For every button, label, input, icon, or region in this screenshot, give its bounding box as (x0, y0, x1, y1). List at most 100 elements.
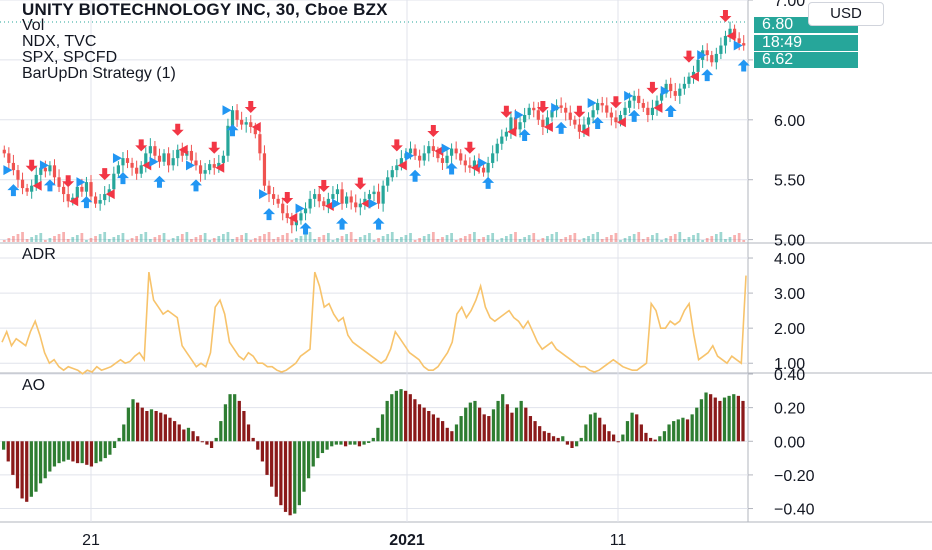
adr-tick-label: 2.00 (774, 321, 805, 338)
sell-arrow-marker (135, 139, 148, 152)
ao-histogram-bar (214, 437, 218, 442)
volume-bar (48, 238, 52, 242)
volume-bar (85, 240, 88, 242)
symbol-title[interactable]: UNITY BIOTECHNOLOGY INC, 30, Cboe BZX (22, 0, 388, 19)
volume-bar (737, 233, 741, 242)
candle-body (591, 110, 595, 118)
volume-bar (568, 235, 572, 242)
candle-body (468, 165, 472, 168)
candle-body (249, 122, 253, 127)
adr-pane-label[interactable]: ADR (22, 246, 56, 263)
ao-histogram-bar (131, 399, 135, 442)
candle-body (431, 146, 435, 151)
ao-histogram-bar (270, 441, 274, 487)
candle-body (167, 153, 171, 166)
ao-histogram-bar (237, 400, 241, 442)
entry-flag-marker (368, 198, 378, 209)
volume-bar (413, 240, 417, 242)
volume-bar (459, 238, 463, 242)
candle-body (678, 88, 682, 96)
volume-bar (317, 237, 321, 242)
ao-histogram-bar (172, 421, 177, 442)
buy-arrow-marker (518, 129, 531, 142)
price-tick-label: 5.50 (774, 173, 805, 190)
volume-bar (541, 238, 545, 242)
candle-body (276, 198, 280, 204)
ao-histogram-bar (330, 441, 334, 447)
ao-pane-label[interactable]: AO (22, 377, 46, 394)
ao-histogram-bar (25, 441, 29, 502)
legend-spx[interactable]: SPX, SPCFD (22, 49, 118, 66)
ao-histogram-bar (477, 407, 482, 442)
candle-body (285, 213, 289, 219)
ao-histogram-bar (2, 441, 6, 450)
sell-arrow-marker (500, 105, 513, 118)
ao-histogram-bar (709, 394, 713, 442)
time-tick-label: 21 (82, 532, 100, 549)
volume-bar (532, 233, 536, 242)
volume-bar (596, 232, 600, 242)
volume-bar (427, 234, 431, 242)
ao-histogram-bar (570, 441, 574, 448)
volume-bar (253, 238, 257, 242)
volume-bar (235, 237, 239, 242)
volume-bar (267, 232, 271, 242)
candle-body (577, 124, 581, 132)
candle-body (614, 117, 618, 123)
price-scale[interactable]: 5.005.506.006.507.001.002.003.004.00−0.4… (82, 0, 815, 549)
ao-histogram-bar (71, 441, 75, 462)
volume-bar (669, 236, 673, 242)
volume-bar (518, 239, 522, 242)
close-price-tag: 6.62 (754, 52, 858, 68)
candle-body (148, 146, 152, 154)
entry-flag-marker (441, 143, 451, 154)
candle-body (737, 38, 741, 44)
entry-flag-marker (551, 102, 561, 113)
currency-button[interactable]: USD (808, 2, 884, 26)
candle-body (399, 158, 403, 166)
candle-body (513, 117, 518, 130)
buy-arrow-marker (153, 175, 166, 188)
candle-body (11, 162, 16, 171)
volume-bar (126, 240, 129, 242)
sell-arrow-marker (573, 105, 586, 118)
volume-bar (372, 240, 376, 242)
candle-body (16, 170, 20, 180)
volume-bar (546, 236, 549, 242)
ao-histogram-bar (62, 441, 66, 462)
ao-histogram-bar (491, 409, 496, 442)
volume-bar (144, 232, 148, 242)
candle-body (536, 110, 540, 120)
exit-flag-marker (288, 213, 298, 224)
ao-histogram-bar (159, 412, 163, 442)
ao-histogram-bar (6, 441, 10, 462)
legend-volume[interactable]: Vol (22, 17, 45, 34)
candle-body (326, 198, 330, 207)
buy-arrow-marker (80, 196, 93, 209)
legend-ndx[interactable]: NDX, TVC (22, 33, 97, 50)
ao-histogram-bar (293, 441, 297, 514)
ao-histogram-bar (362, 441, 366, 445)
candle-body (500, 136, 504, 144)
volume-bar (450, 233, 453, 242)
candle-body (139, 165, 143, 174)
ao-histogram-bar (676, 419, 680, 442)
legend-strategy[interactable]: BarUpDn Strategy (1) (22, 65, 176, 82)
chart-legend: UNITY BIOTECHNOLOGY INC, 30, Cboe BZX Vo… (22, 0, 388, 82)
buy-arrow-marker (555, 121, 568, 134)
volume-bar (445, 235, 449, 242)
candle-body (367, 194, 372, 199)
volume-bar (514, 232, 517, 242)
sell-arrow-marker (682, 50, 695, 63)
ao-histogram-bar (209, 441, 214, 448)
ao-histogram-bar (579, 437, 583, 442)
candle-body (454, 148, 458, 154)
candle-body (472, 160, 477, 168)
ao-histogram-bar (297, 441, 301, 506)
exit-flag-marker (507, 126, 517, 137)
volume-bar (30, 237, 34, 242)
candle-body (532, 107, 536, 111)
adr-tick-label: 3.00 (774, 286, 805, 303)
sell-arrow-marker (317, 180, 330, 193)
